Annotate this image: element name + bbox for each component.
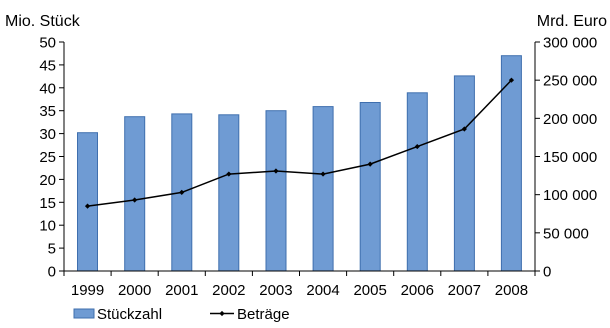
line-series-path xyxy=(87,79,512,207)
line-point-2008 xyxy=(508,77,515,83)
y-left-tick-label: 5 xyxy=(48,241,56,258)
line-point-2003 xyxy=(273,168,279,174)
y-left-tick-label: 50 xyxy=(39,35,56,52)
y-right-tick-label: 250 000 xyxy=(543,73,597,90)
y-right-tick-label: 300 000 xyxy=(543,35,597,52)
line-point-2000 xyxy=(132,197,138,203)
bar-1999 xyxy=(77,132,98,272)
y-left-tick-label: 40 xyxy=(39,80,56,97)
x-tick-label: 2007 xyxy=(448,282,481,299)
x-tick-label: 2000 xyxy=(118,282,151,299)
y-left-tick-label: 35 xyxy=(39,103,56,120)
line-point-2001 xyxy=(179,189,185,195)
y-left-tick-label: 10 xyxy=(39,218,56,235)
bar-2003 xyxy=(265,110,287,272)
y-right-tick-label: 50 000 xyxy=(543,225,589,242)
x-tick-label: 2008 xyxy=(495,282,528,299)
bar-2002 xyxy=(218,114,240,272)
x-tick-label: 2002 xyxy=(212,282,245,299)
legend: Stückzahl Beträge xyxy=(73,306,290,323)
y-right-tick-label: 150 000 xyxy=(543,149,597,166)
x-tick-label: 1999 xyxy=(71,282,104,299)
bar-2000 xyxy=(124,116,146,272)
x-tick-label: 2003 xyxy=(259,282,292,299)
bar-2005 xyxy=(359,102,381,272)
legend-bar-swatch xyxy=(73,308,95,319)
legend-line-label: Beträge xyxy=(237,306,290,323)
y-left-tick-label: 15 xyxy=(39,195,56,212)
line-point-2005 xyxy=(367,161,373,167)
bar-series xyxy=(77,55,522,272)
bar-2006 xyxy=(406,92,428,272)
line-series xyxy=(84,77,515,209)
legend-bar-label: Stückzahl xyxy=(97,306,162,323)
line-point-2004 xyxy=(320,171,326,177)
bar-2004 xyxy=(312,106,334,272)
line-point-2007 xyxy=(461,126,467,132)
line-point-2006 xyxy=(414,143,420,150)
x-tick-label: 2001 xyxy=(165,282,198,299)
legend-line-marker xyxy=(219,310,225,317)
line-point-1999 xyxy=(84,203,91,209)
y-right-tick-label: 200 000 xyxy=(543,111,597,128)
x-tick-label: 2005 xyxy=(353,282,386,299)
y-left-tick-label: 20 xyxy=(39,172,56,189)
y-right-tick-label: 0 xyxy=(543,264,551,281)
x-tick-label: 2006 xyxy=(401,282,434,299)
x-tick-label: 2004 xyxy=(306,282,339,299)
y-right-tick-label: 100 000 xyxy=(543,187,597,204)
y-left-axis-label: Mio. Stück xyxy=(5,13,81,30)
axes: 0 5 10 15 20 25 30 35 40 45 50 0 50 000 100 000 150 00… xyxy=(39,35,597,300)
y-left-tick-label: 30 xyxy=(39,126,56,143)
y-left-tick-label: 25 xyxy=(39,149,56,166)
y-left-tick-label: 0 xyxy=(48,264,56,281)
y-left-tick-label: 45 xyxy=(39,57,56,74)
bar-2007 xyxy=(453,75,475,272)
y-right-axis-label: Mrd. Euro xyxy=(537,13,607,30)
line-point-2002 xyxy=(226,171,232,177)
